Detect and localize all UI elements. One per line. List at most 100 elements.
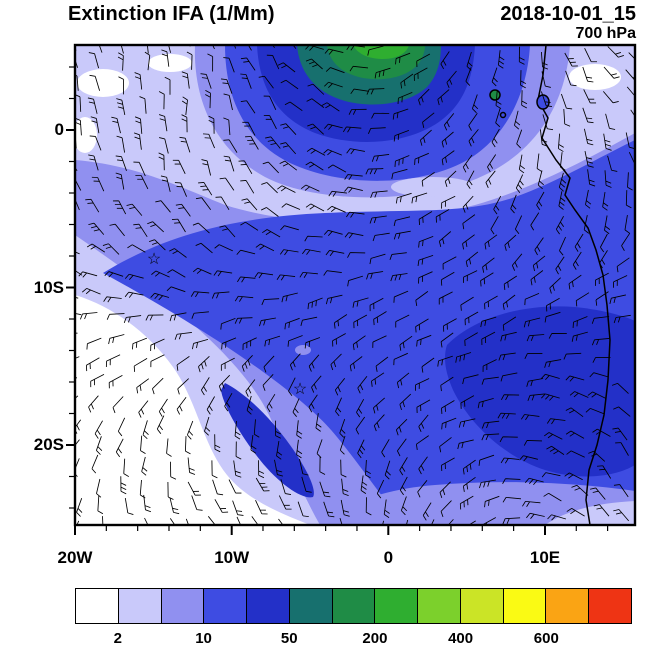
wind-barb [300,316,318,326]
wind-barb [75,247,80,255]
wind-barb [373,397,385,414]
wind-barb [112,396,124,414]
wind-barb [184,436,191,455]
wind-barb [417,254,434,266]
wind-barb [205,89,211,109]
colorbar-cell-12 [588,589,631,623]
wind-barb [369,297,384,312]
wind-barb [187,481,201,496]
wind-barb [221,337,237,350]
wind-barb [126,203,143,216]
wind-barb [151,270,170,278]
wind-barb [124,498,134,515]
wind-barb [90,374,105,388]
wind-barb [393,230,411,240]
wind-barb [120,476,127,495]
y-tick-label-0: 0 [54,120,64,139]
wind-barb [500,457,520,464]
wind-barb [421,172,435,187]
wind-barb [344,232,364,239]
wind-barb [541,373,560,381]
wind-barb [115,155,127,171]
wind-barb [605,113,616,130]
wind-barb [167,269,186,278]
wind-barb [544,359,562,368]
wind-barb [123,458,129,477]
wind-barb [441,457,455,472]
wind-barb [625,190,632,209]
wind-barb [280,479,292,495]
wind-barb [139,96,147,114]
wind-barb [218,374,231,392]
wind-barb [437,355,453,367]
wind-barb [399,476,408,496]
shade-navy-streak [221,383,314,498]
wind-barb [211,291,230,299]
wind-barb [416,399,431,414]
wind-barb [350,88,369,95]
wind-barb [339,517,351,525]
wind-barb [328,190,347,197]
wind-barb [596,465,612,479]
wind-barb [88,222,105,235]
wind-barb [515,174,524,193]
wind-barb [161,49,170,67]
wind-barb [546,445,565,455]
wind-barb [342,126,362,133]
wind-barb [427,519,435,525]
wind-barb [123,315,142,324]
marker-layer: ☆ ☆ [147,251,307,398]
wind-barb [490,216,499,235]
colorbar-tick-label-200: 200 [362,630,388,647]
wind-barb [158,114,168,132]
wind-barb [541,472,561,478]
wind-barb [437,89,450,106]
wind-barb [565,375,585,382]
wind-barb [144,51,151,71]
wind-barb [612,275,628,288]
wind-barb [373,414,385,432]
wind-barb [169,248,187,258]
wind-barb [191,311,209,319]
wind-barb [478,454,495,466]
wind-barb [599,250,608,269]
wind-barb [462,214,476,230]
wind-barb [613,509,630,522]
wind-barb [484,234,498,250]
wind-barb [367,127,386,134]
wind-barb [415,435,429,451]
wind-barb [526,334,545,342]
wind-barb [536,191,545,211]
wind-barb [560,93,573,110]
wind-barb [346,211,365,218]
wind-barb [127,244,146,253]
wind-barb [503,275,518,290]
wind-barb [255,500,268,515]
wind-barb [611,382,629,394]
wind-barb [462,374,479,385]
wind-barb [200,377,210,396]
colorbar-tick-label-50: 50 [280,630,298,647]
wind-barb [281,203,301,210]
wind-barb [587,391,607,399]
wind-barb [415,291,429,307]
colorbar [75,588,632,624]
wind-barb [223,139,238,153]
wind-barb [371,153,390,162]
wind-barb [96,478,102,498]
wind-barb [498,50,505,69]
shade-clean-air-sw [75,295,310,525]
wind-barb [340,499,350,517]
wind-barb [212,479,224,496]
wind-barb [319,456,326,475]
wind-barb [141,456,148,476]
wind-barb [108,375,123,389]
wind-barb [592,428,611,437]
wind-barb [324,48,344,55]
wind-barb [440,332,454,348]
wind-barb [117,417,126,437]
wind-barb [439,437,452,453]
shade-white-spot [75,117,97,153]
wind-barb [444,170,457,187]
wind-barb [393,290,409,303]
